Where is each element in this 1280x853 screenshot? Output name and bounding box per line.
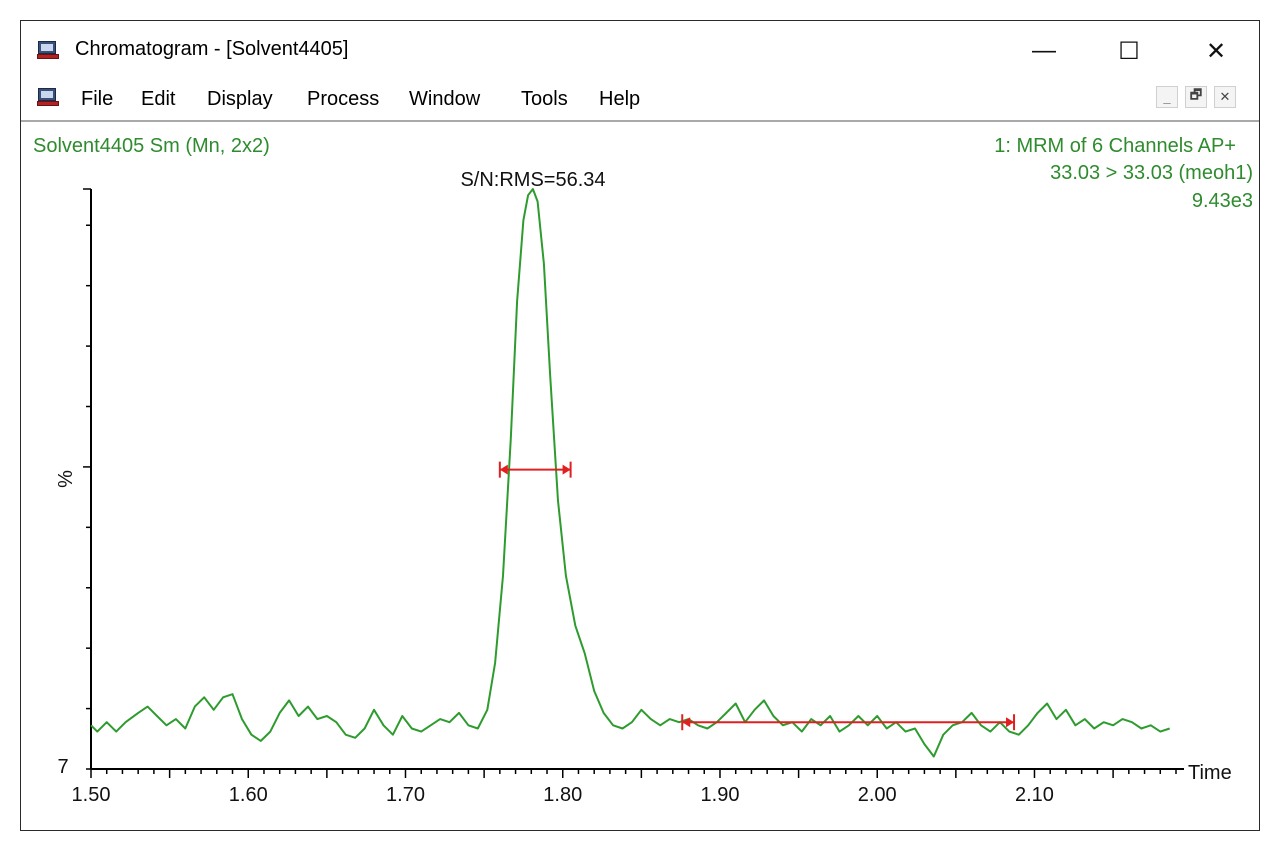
chromatogram-trace (90, 188, 1171, 758)
minimize-button[interactable]: — (1032, 37, 1056, 64)
menu-tools[interactable]: Tools (521, 88, 568, 110)
x-tick-label: 1.80 (543, 784, 582, 806)
chromatogram-plot[interactable]: Solvent4405 Sm (Mn, 2x2) 1: MRM of 6 Cha… (21, 21, 1259, 830)
document-icon[interactable] (37, 88, 59, 108)
channel-label: 1: MRM of 6 Channels AP+ (994, 135, 1236, 157)
menu-window[interactable]: Window (409, 88, 481, 110)
mdi-restore-button[interactable]: 🗗 (1185, 86, 1207, 108)
window-title: Chromatogram - [Solvent4405] (75, 38, 349, 60)
range-marker (681, 714, 1016, 731)
menu-bar (21, 81, 1259, 119)
y-axis-title: % (55, 470, 77, 488)
sample-label: Solvent4405 Sm (Mn, 2x2) (33, 135, 270, 157)
x-axis-title: Time (1188, 762, 1232, 784)
x-tick-label: 1.90 (701, 784, 740, 806)
sn-rms-label: S/N:RMS=56.34 (460, 169, 605, 191)
title-bar[interactable]: Chromatogram - [Solvent4405] — ☐ ✕ (21, 21, 1259, 81)
range-marker-right-arrow (562, 464, 571, 475)
menu-file[interactable]: File (81, 88, 114, 110)
menu-display[interactable]: Display (207, 88, 273, 110)
intensity-label: 9.43e3 (1192, 190, 1253, 212)
x-tick-label: 2.10 (1015, 784, 1054, 806)
menu-edit[interactable]: Edit (141, 88, 176, 110)
menu-separator (21, 120, 1259, 122)
app-icon[interactable] (37, 41, 59, 61)
range-marker-left-arrow (682, 717, 691, 728)
x-tick-label: 1.50 (72, 784, 111, 806)
range-marker (498, 461, 572, 478)
chromatogram-window: Chromatogram - [Solvent4405] — ☐ ✕ File … (20, 20, 1260, 831)
range-marker-left-arrow (499, 464, 508, 475)
mdi-minimize-button[interactable]: _ (1156, 86, 1178, 108)
x-tick-label: 1.60 (229, 784, 268, 806)
close-button[interactable]: ✕ (1205, 37, 1227, 65)
mdi-close-button[interactable]: ✕ (1214, 86, 1236, 108)
x-tick-label: 1.70 (386, 784, 425, 806)
x-tick-label: 2.00 (858, 784, 897, 806)
menu-help[interactable]: Help (599, 88, 641, 110)
maximize-button[interactable]: ☐ (1118, 37, 1140, 65)
menu-process[interactable]: Process (307, 88, 380, 110)
transition-label: 33.03 > 33.03 (meoh1) (1050, 162, 1253, 184)
y-axis-min-label: 7 (57, 756, 68, 778)
range-marker-right-arrow (1006, 717, 1015, 728)
